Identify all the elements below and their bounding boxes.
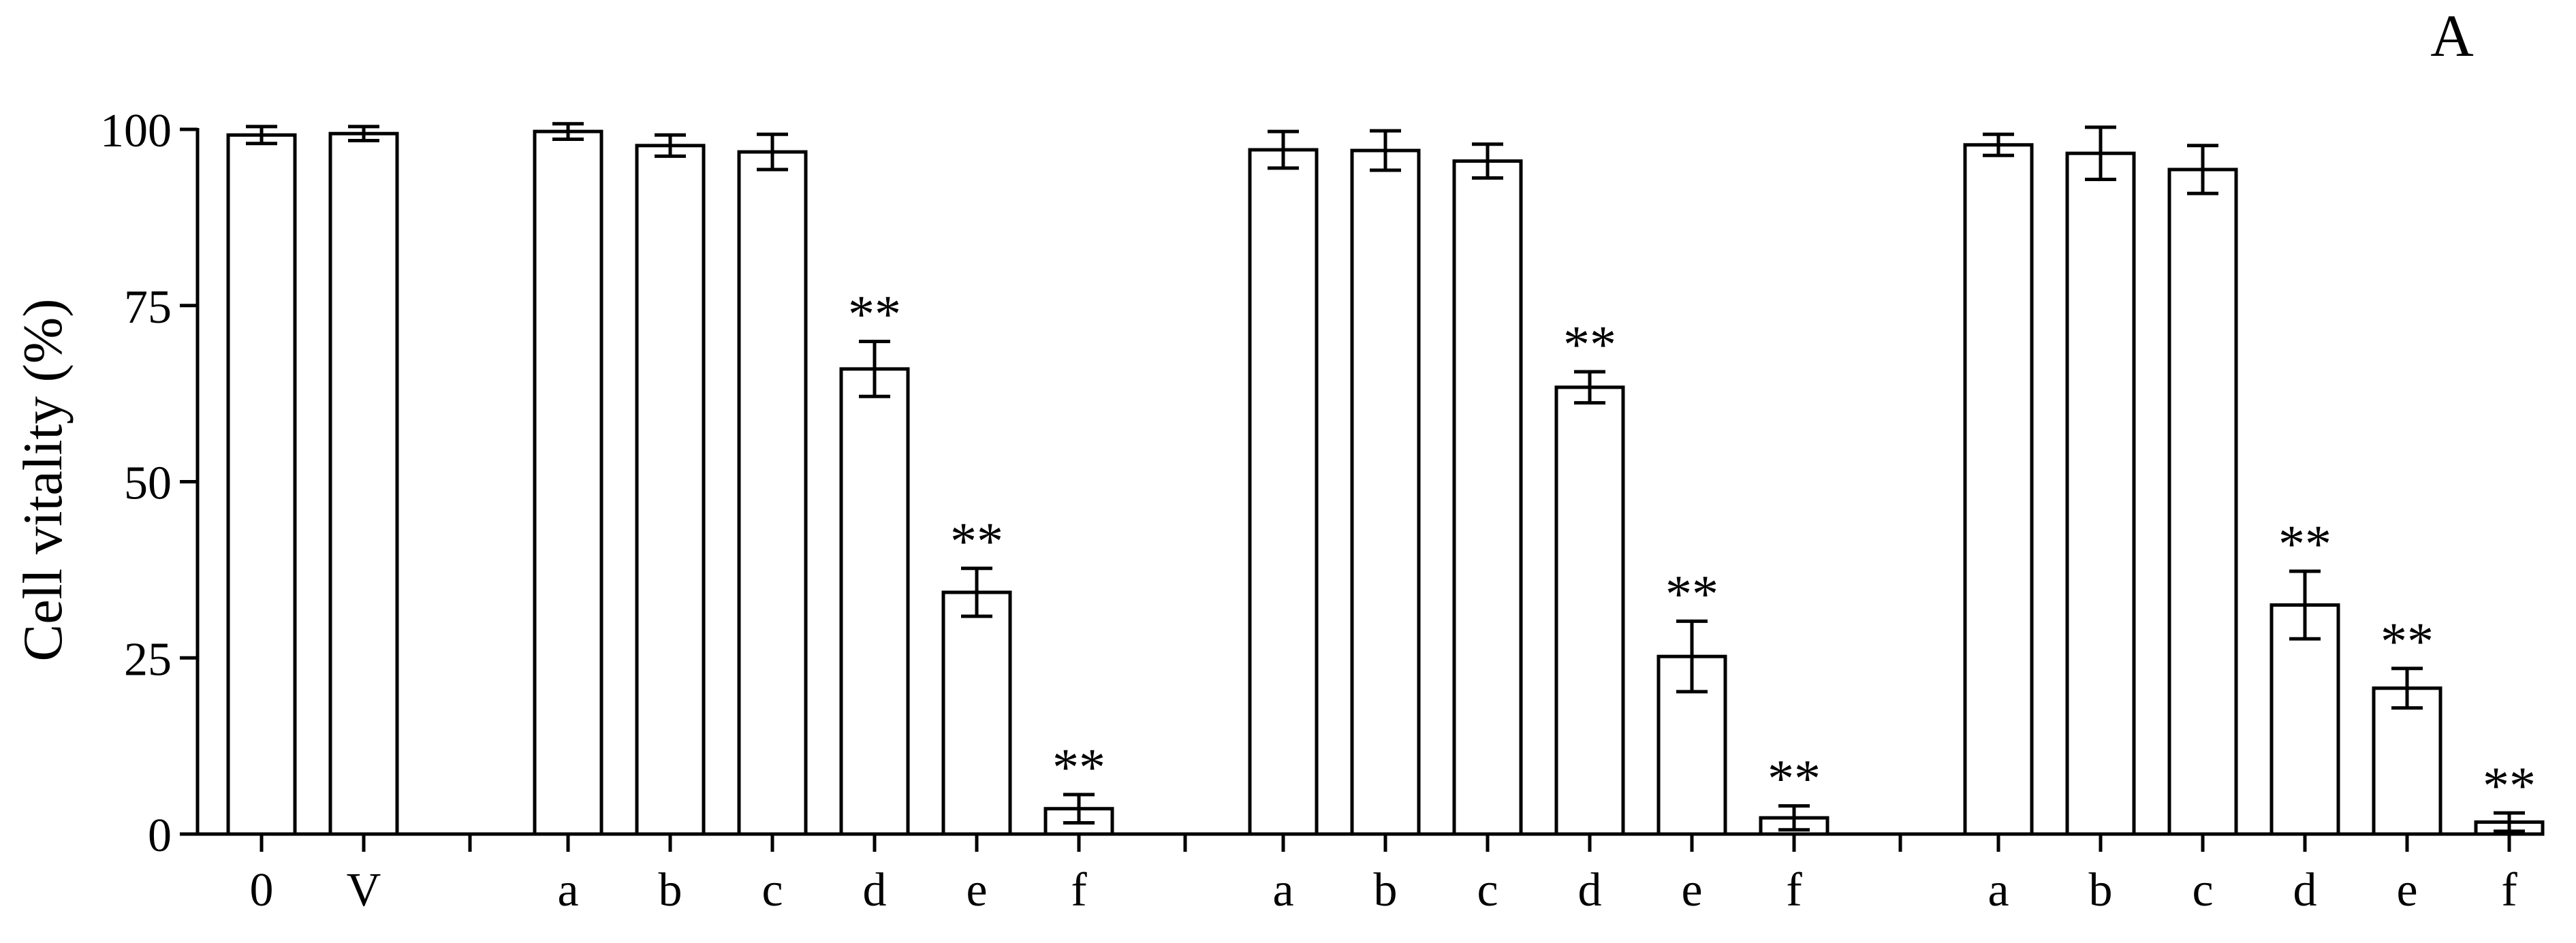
x-tick-label: f [1071, 864, 1087, 916]
bar [2167, 167, 2238, 836]
bar [839, 367, 910, 836]
bar [1452, 159, 1523, 836]
x-tick-label: b [2089, 864, 2113, 916]
bar [635, 144, 706, 836]
x-tick-label: V [347, 864, 381, 916]
significance-label: ** [1563, 315, 1616, 374]
x-tick-label: b [659, 864, 682, 916]
x-tick-label: e [2396, 864, 2417, 916]
x-tick-label: c [2192, 864, 2213, 916]
bar [737, 150, 808, 836]
x-tick-label: f [1786, 864, 1802, 916]
bar [2372, 686, 2443, 836]
bar [1350, 148, 1421, 836]
y-tick-label: 50 [124, 458, 172, 510]
x-tick-label: a [557, 864, 578, 916]
significance-label: ** [2483, 756, 2536, 815]
x-tick-label: e [966, 864, 987, 916]
x-tick-label: d [2293, 864, 2317, 916]
significance-label: ** [848, 285, 901, 344]
y-tick-label: 75 [124, 281, 172, 334]
bar [941, 590, 1012, 836]
bar [2065, 151, 2136, 836]
x-tick-label: f [2501, 864, 2517, 916]
significance-label: ** [2278, 514, 2331, 573]
panel-label: A [2430, 3, 2474, 69]
y-tick-label: 25 [124, 633, 172, 686]
bar [533, 129, 603, 836]
significance-label: ** [2381, 611, 2434, 671]
significance-label: ** [1768, 749, 1821, 808]
x-tick-label: e [1681, 864, 1702, 916]
bar [328, 131, 399, 836]
significance-label: ** [1052, 737, 1105, 797]
y-tick-label: 0 [148, 810, 172, 862]
y-tick-label: 100 [100, 105, 172, 157]
bar [1248, 148, 1319, 836]
x-tick-label: d [1578, 864, 1602, 916]
x-tick-label: c [761, 864, 783, 916]
bar [1554, 385, 1625, 836]
x-tick-label: 0 [250, 864, 274, 916]
x-tick-label: d [863, 864, 887, 916]
significance-label: ** [950, 511, 1003, 571]
significance-label: ** [1665, 564, 1718, 623]
y-axis-label: Cell vitality (%) [12, 299, 74, 662]
bar [1963, 143, 2034, 836]
x-tick-label: a [1272, 864, 1293, 916]
x-tick-label: a [1988, 864, 2009, 916]
x-tick-label: c [1477, 864, 1498, 916]
x-tick-label: b [1374, 864, 1398, 916]
bar [226, 133, 297, 836]
